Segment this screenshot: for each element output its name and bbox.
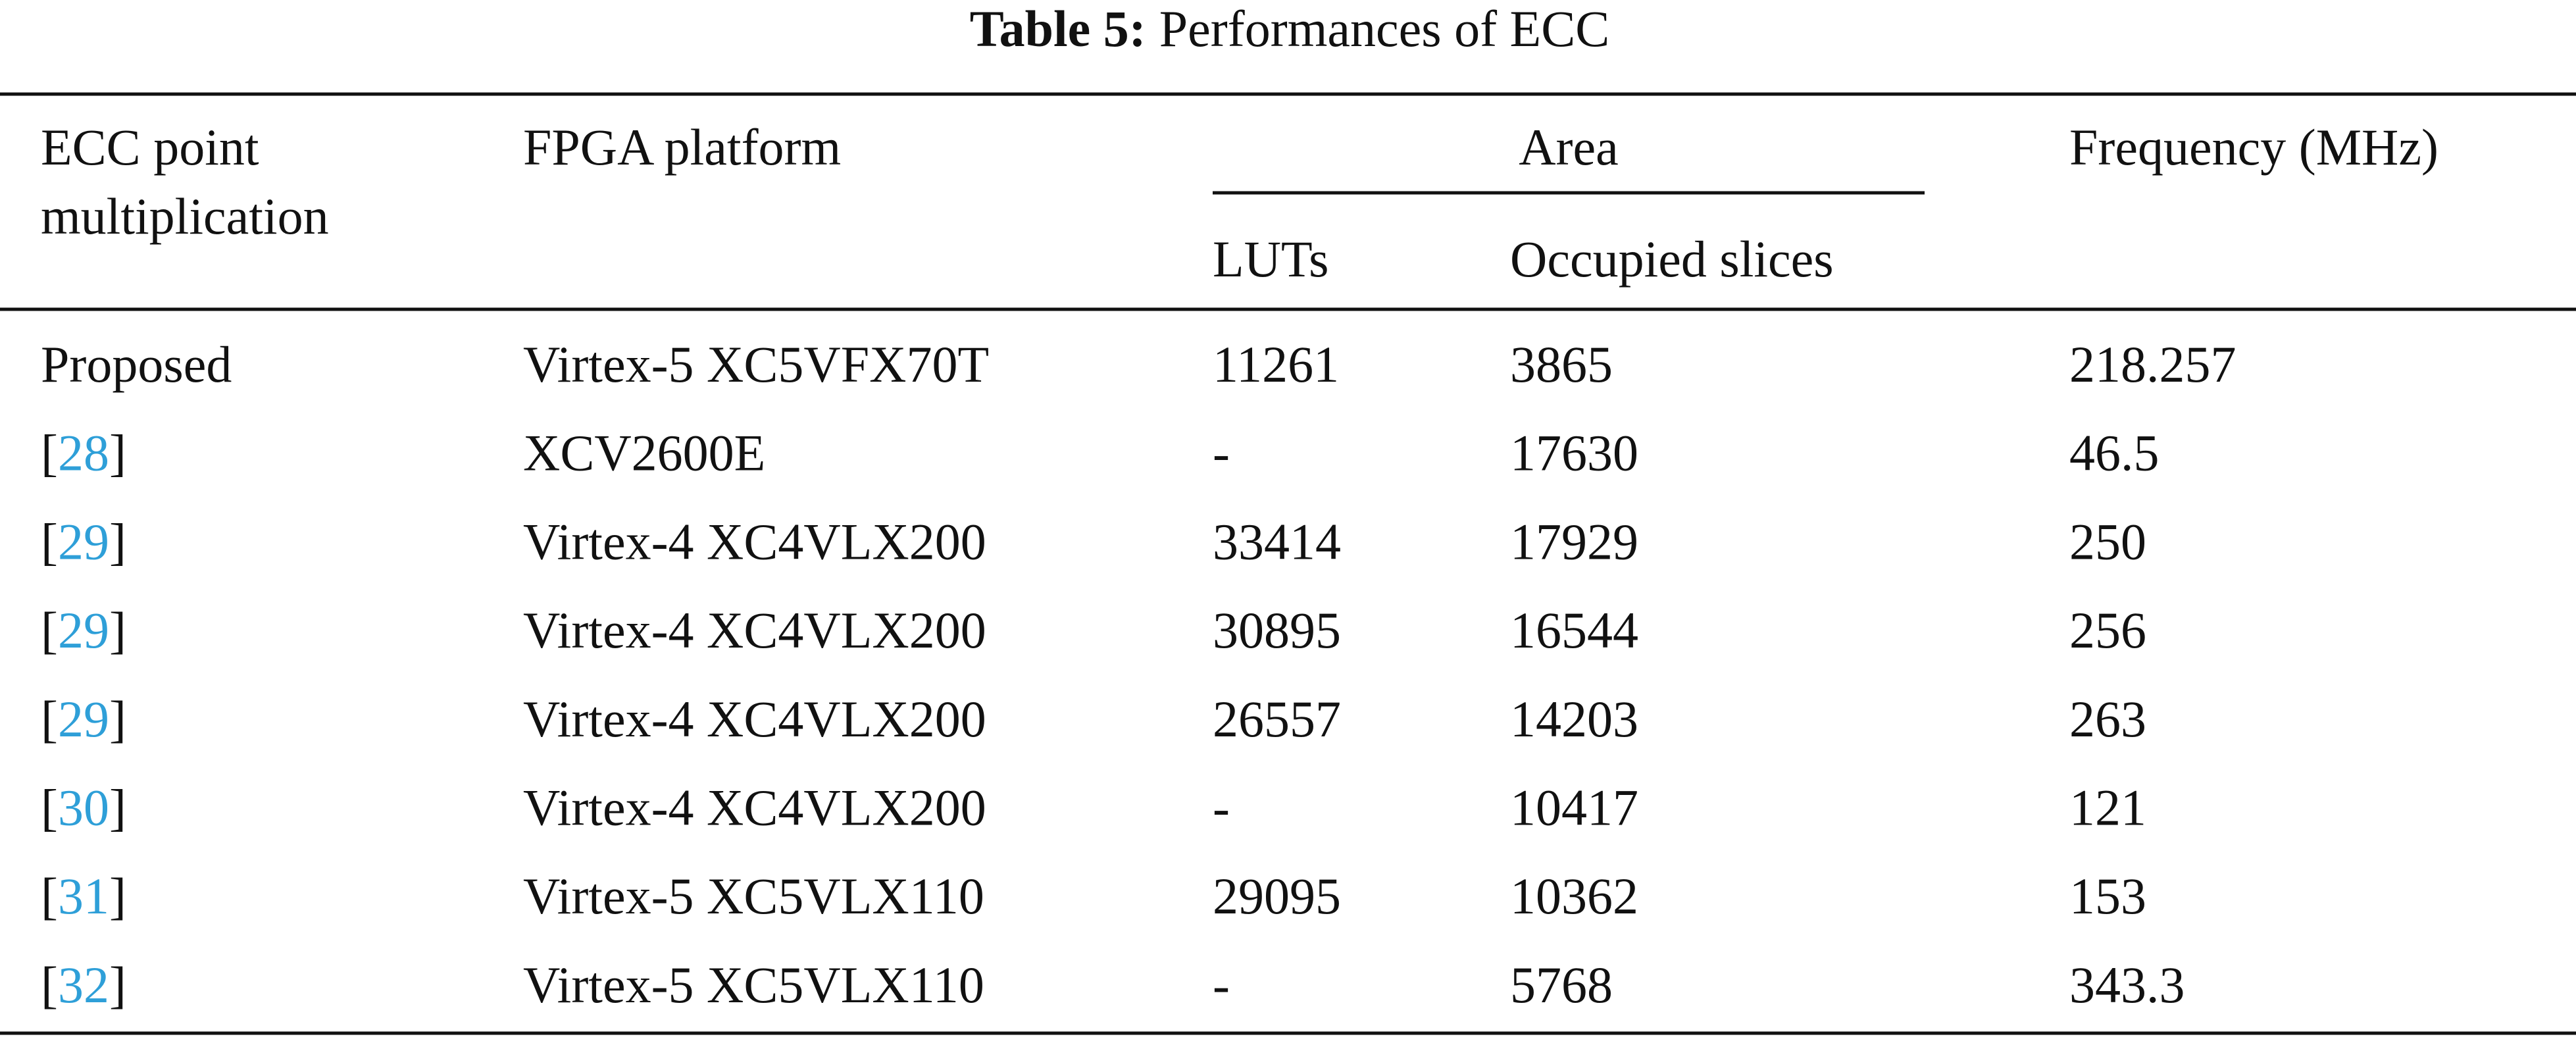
- table-cell: 33414: [1213, 513, 1341, 570]
- table-cell: [31]: [41, 867, 126, 925]
- bracket: [: [41, 867, 58, 925]
- table-cell: -: [1213, 779, 1230, 836]
- reference-link[interactable]: 31: [58, 867, 109, 925]
- table-cell: 17929: [1510, 513, 1638, 570]
- table-cell: 263: [2069, 690, 2146, 748]
- table-cell: [29]: [41, 601, 126, 659]
- bracket: ]: [109, 867, 126, 925]
- table-cell: 343.3: [2069, 956, 2185, 1013]
- table-cell: Virtex-5 XC5VLX110: [523, 867, 984, 925]
- table-cell: 17630: [1510, 424, 1638, 482]
- caption-label: Table 5:: [970, 0, 1146, 57]
- bracket: ]: [109, 956, 126, 1013]
- table-cell: 256: [2069, 601, 2146, 659]
- bracket: ]: [109, 601, 126, 659]
- table-cell: -: [1213, 956, 1230, 1013]
- bracket: ]: [109, 779, 126, 836]
- table-cell: 153: [2069, 867, 2146, 925]
- table-cell: Proposed: [41, 336, 232, 393]
- header-cell: Area: [1519, 118, 1619, 176]
- table-cell: 5768: [1510, 956, 1613, 1013]
- table-cell: Virtex-4 XC4VLX200: [523, 601, 986, 659]
- bracket: ]: [109, 513, 126, 570]
- table-caption: Table 5: Performances of ECC: [970, 0, 1610, 57]
- table-cell: 30895: [1213, 601, 1341, 659]
- bracket: [: [41, 513, 58, 570]
- table-cell: Virtex-5 XC5VLX110: [523, 956, 984, 1013]
- table-cell: 29095: [1213, 867, 1341, 925]
- table-cell: Virtex-4 XC4VLX200: [523, 779, 986, 836]
- table-cell: [32]: [41, 956, 126, 1013]
- header-cell: FPGA platform: [523, 118, 841, 176]
- table-cell: XCV2600E: [523, 424, 765, 482]
- reference-link[interactable]: 28: [58, 424, 109, 482]
- bracket: ]: [109, 424, 126, 482]
- header-cell: multiplication: [41, 188, 329, 245]
- table-cell: -: [1213, 424, 1230, 482]
- table-cell: 218.257: [2069, 336, 2236, 393]
- table-cell: 11261: [1213, 336, 1339, 393]
- header-cell: Occupied slices: [1510, 230, 1834, 288]
- table-cell: Virtex-5 XC5VFX70T: [523, 336, 989, 393]
- header-cell: Frequency (MHz): [2069, 118, 2438, 176]
- caption-text: Performances of ECC: [1159, 0, 1609, 57]
- table-cell: 16544: [1510, 601, 1638, 659]
- bracket: [: [41, 424, 58, 482]
- table-cell: Virtex-4 XC4VLX200: [523, 690, 986, 748]
- header-cell: LUTs: [1213, 230, 1329, 288]
- table-cell: 3865: [1510, 336, 1613, 393]
- table-cell: [29]: [41, 690, 126, 748]
- header-cell: ECC point: [41, 118, 259, 176]
- reference-link[interactable]: 30: [58, 779, 109, 836]
- reference-link[interactable]: 29: [58, 513, 109, 570]
- table-cell: 121: [2069, 779, 2146, 836]
- table-cell: [28]: [41, 424, 126, 482]
- bracket: [: [41, 779, 58, 836]
- reference-link[interactable]: 32: [58, 956, 109, 1013]
- reference-link[interactable]: 29: [58, 601, 109, 659]
- table-cell: Virtex-4 XC4VLX200: [523, 513, 986, 570]
- table-cell: 26557: [1213, 690, 1341, 748]
- reference-link[interactable]: 29: [58, 690, 109, 748]
- bracket: [: [41, 601, 58, 659]
- table-cell: 250: [2069, 513, 2146, 570]
- table-cell: [30]: [41, 779, 126, 836]
- bracket: ]: [109, 690, 126, 748]
- bracket: [: [41, 690, 58, 748]
- table-cell: 10417: [1510, 779, 1638, 836]
- table-cell: [29]: [41, 513, 126, 570]
- table-cell: 10362: [1510, 867, 1638, 925]
- table-cell: 46.5: [2069, 424, 2159, 482]
- table-cell: 14203: [1510, 690, 1638, 748]
- bracket: [: [41, 956, 58, 1013]
